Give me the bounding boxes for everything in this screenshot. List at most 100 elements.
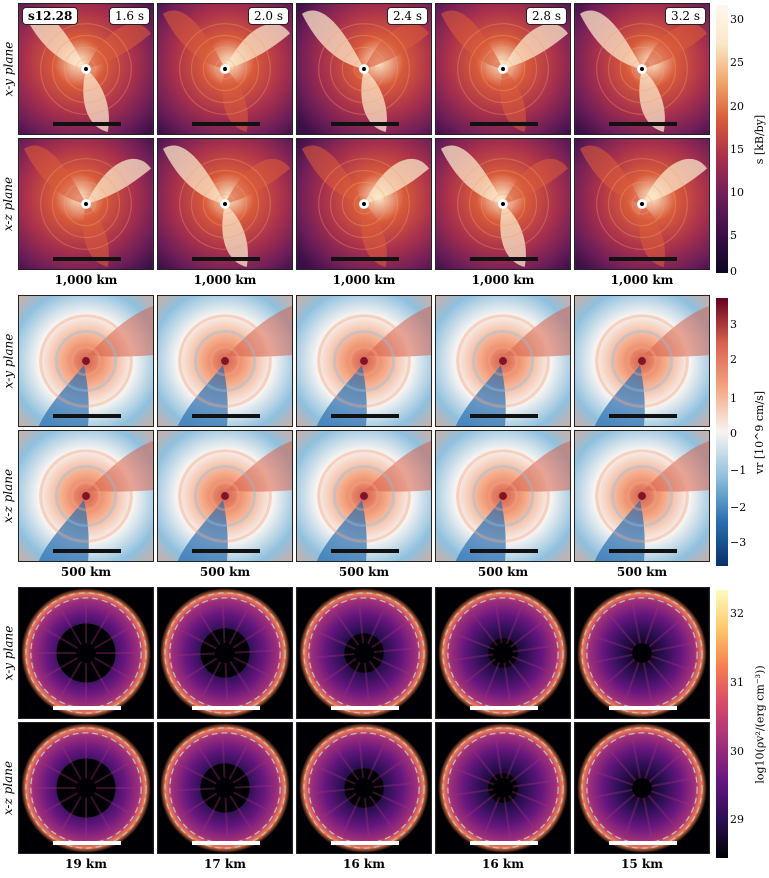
row-label-pressure-xz: x-z plane [1,760,16,816]
scale-label: 1,000 km [332,273,396,287]
scale-bar [609,706,677,710]
scale-bar [53,841,121,845]
scale-bar [331,841,399,845]
panel-image [158,139,292,269]
panel-image [575,296,709,426]
panel-pressure-row6-col2 [157,722,293,854]
panel-image [297,431,431,561]
scale-label: 1,000 km [471,273,535,287]
panel-image [19,431,153,561]
scale-bar [192,414,260,418]
scale-label: 17 km [204,857,246,871]
panel-velocity-row3-col5 [574,295,710,427]
scale-bar [331,414,399,418]
scale-label: 500 km [199,565,251,579]
panel-pressure-row5-col4 [435,587,571,719]
scale-bar [53,414,121,418]
scale-bar [53,706,121,710]
panel-image [297,588,431,718]
panel-velocity-row3-col4 [435,295,571,427]
panel-entropy-row2-col3 [296,138,432,270]
time-label: 3.2 s [664,7,706,25]
panel-image [158,296,292,426]
row-label-pressure-xy: x-y plane [1,625,15,681]
panel-velocity-row4-col2 [157,430,293,562]
scale-label: 15 km [621,857,663,871]
panel-image [436,431,570,561]
pressure-colorbar-label: log10(ρv²/(erg cm⁻³)) [753,664,767,784]
panel-image [575,431,709,561]
scale-bar [192,122,260,126]
panel-velocity-row4-col3 [296,430,432,562]
panel-velocity-row3-col1 [18,295,154,427]
panel-image [158,431,292,561]
panel-image [575,4,709,134]
panel-entropy-row2-col2 [157,138,293,270]
panel-velocity-row3-col2 [157,295,293,427]
scale-label: 500 km [60,565,112,579]
panel-image [19,4,153,134]
panel-image [19,139,153,269]
panel-image [158,4,292,134]
time-label: 2.4 s [386,7,428,25]
entropy-colorbar [716,5,728,273]
panel-image [436,296,570,426]
panel-pressure-row5-col3 [296,587,432,719]
scale-bar [470,549,538,553]
panel-image [297,723,431,853]
scale-bar [192,549,260,553]
scale-bar [609,257,677,261]
scale-bar [609,414,677,418]
scale-bar [331,549,399,553]
scale-bar [53,549,121,553]
scale-label: 16 km [343,857,385,871]
panel-image [297,139,431,269]
panel-entropy-row2-col1 [18,138,154,270]
scale-bar [470,257,538,261]
panel-velocity-row4-col5 [574,430,710,562]
panel-pressure-row6-col1 [18,722,154,854]
panel-image [575,723,709,853]
panel-pressure-row6-col3 [296,722,432,854]
scale-bar [609,549,677,553]
panel-entropy-row1-col3: 2.4 s [296,3,432,135]
panel-entropy-row2-col4 [435,138,571,270]
panel-image [436,723,570,853]
panel-image [19,588,153,718]
panel-entropy-row2-col5 [574,138,710,270]
velocity-colorbar-label: vr [10^9 cm/s] [753,390,767,474]
entropy-colorbar-label: s [kB/by] [753,114,767,164]
panel-entropy-row1-col2: 2.0 s [157,3,293,135]
scale-bar [331,257,399,261]
scale-label: 1,000 km [54,273,118,287]
panel-entropy-row1-col4: 2.8 s [435,3,571,135]
panel-image [436,588,570,718]
time-label: 2.0 s [247,7,289,25]
scale-label: 500 km [338,565,390,579]
panel-pressure-row5-col1 [18,587,154,719]
scale-bar [192,257,260,261]
scale-label: 1,000 km [610,273,674,287]
panel-pressure-row6-col5 [574,722,710,854]
panel-entropy-row1-col1: 1.6 s s12.28 [18,3,154,135]
row-label-velocity-xz: x-z plane [1,468,16,524]
model-label: s12.28 [22,7,79,25]
panel-image [158,723,292,853]
row-label-entropy-xz: x-z plane [1,176,16,232]
panel-image [158,588,292,718]
scale-bar [331,706,399,710]
panel-image [297,296,431,426]
scale-bar [53,257,121,261]
scale-bar [470,414,538,418]
panel-image [19,723,153,853]
panel-pressure-row5-col5 [574,587,710,719]
panel-entropy-row1-col5: 3.2 s [574,3,710,135]
scale-bar [470,841,538,845]
panel-image [19,296,153,426]
scale-bar [470,706,538,710]
row-label-velocity-xy: x-y plane [1,333,15,389]
panel-image [297,4,431,134]
panel-image [575,588,709,718]
panel-pressure-row6-col4 [435,722,571,854]
scale-bar [53,122,121,126]
